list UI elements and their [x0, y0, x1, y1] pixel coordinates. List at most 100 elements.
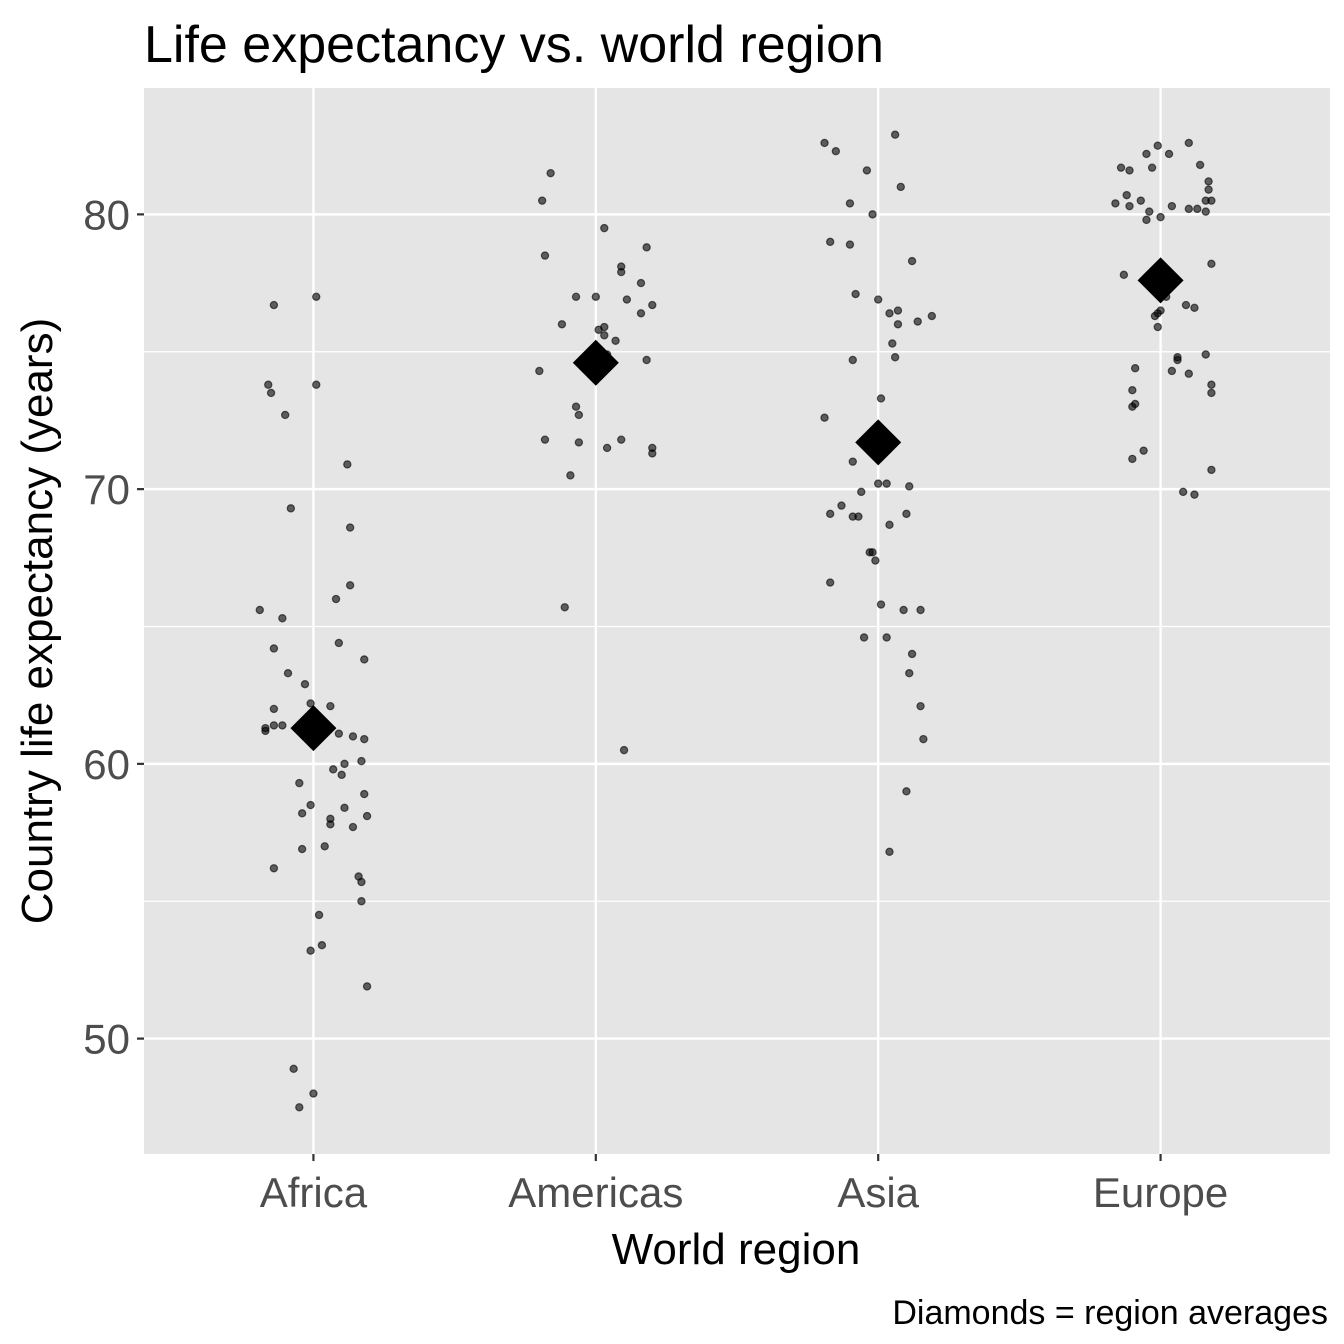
- data-point-europe: [1201, 350, 1210, 359]
- data-point-asia: [893, 306, 903, 315]
- data-point-africa: [269, 300, 279, 310]
- data-point-europe: [1207, 388, 1216, 398]
- data-point-americas: [619, 745, 629, 755]
- data-point-africa: [306, 699, 315, 708]
- data-point-africa: [297, 809, 307, 818]
- data-point-africa: [360, 734, 369, 744]
- data-point-europe: [1136, 196, 1146, 205]
- data-point-africa: [269, 721, 279, 730]
- data-point-asia: [905, 482, 914, 491]
- data-points: [255, 130, 1216, 1112]
- data-point-europe: [1130, 364, 1140, 373]
- data-point-asia: [848, 355, 857, 365]
- data-point-asia: [854, 512, 863, 521]
- data-point-asia: [868, 548, 877, 557]
- data-point-africa: [317, 940, 327, 950]
- data-point-africa: [337, 770, 346, 780]
- data-point-europe: [1142, 149, 1151, 159]
- x-tick-label: Asia: [837, 1169, 919, 1216]
- data-point-americas: [571, 402, 581, 411]
- x-tick-label: Africa: [260, 1169, 368, 1216]
- y-tick-label: 80: [83, 191, 130, 238]
- data-point-asia: [845, 240, 855, 249]
- data-point-africa: [357, 897, 366, 906]
- data-point-europe: [1204, 185, 1213, 194]
- data-point-africa: [300, 679, 310, 689]
- data-point-europe: [1204, 177, 1213, 186]
- data-point-americas: [622, 295, 632, 304]
- data-point-africa: [278, 614, 287, 623]
- data-point-africa: [306, 800, 315, 810]
- minor-gridlines: [144, 351, 1330, 902]
- data-point-europe: [1153, 322, 1162, 332]
- data-point-africa: [326, 701, 335, 711]
- data-point-europe: [1184, 369, 1194, 378]
- data-point-europe: [1207, 380, 1216, 389]
- data-point-americas: [557, 320, 567, 329]
- data-point-europe: [1181, 300, 1191, 310]
- data-point-europe: [1207, 196, 1216, 205]
- data-point-africa: [283, 669, 293, 678]
- data-point-africa: [326, 820, 335, 829]
- data-point-americas: [560, 603, 569, 612]
- data-point-africa: [357, 877, 366, 887]
- data-point-americas: [636, 278, 646, 288]
- data-point-asia: [820, 413, 829, 422]
- data-point-asia: [857, 487, 866, 497]
- data-point-americas: [566, 471, 575, 480]
- data-point-europe: [1156, 212, 1165, 222]
- caption: Diamonds = region averages: [892, 1294, 1328, 1332]
- data-point-africa: [312, 380, 321, 389]
- data-point-europe: [1139, 446, 1148, 455]
- data-point-africa: [348, 822, 358, 832]
- data-point-europe: [1167, 201, 1177, 211]
- data-point-africa: [297, 844, 307, 854]
- data-point-africa: [362, 982, 372, 991]
- data-point-americas: [642, 355, 651, 365]
- data-point-asia: [927, 311, 937, 321]
- data-point-africa: [266, 388, 276, 398]
- data-point-americas: [574, 438, 584, 447]
- data-point-europe: [1128, 386, 1137, 395]
- y-axis: 50 60 70 80: [83, 191, 144, 1063]
- data-point-asia: [913, 317, 922, 326]
- data-point-africa: [269, 864, 279, 873]
- data-point-europe: [1111, 199, 1120, 208]
- data-point-asia: [845, 199, 855, 208]
- data-point-africa: [312, 292, 321, 302]
- data-point-asia: [876, 394, 886, 403]
- data-point-asia: [825, 237, 835, 247]
- data-point-asia: [837, 501, 846, 510]
- data-point-europe: [1178, 487, 1188, 497]
- data-point-africa: [314, 910, 324, 920]
- data-point-asia: [859, 633, 869, 642]
- data-point-americas: [537, 196, 547, 205]
- data-point-africa: [334, 638, 344, 648]
- data-point-americas: [636, 309, 646, 318]
- data-point-asia: [820, 138, 829, 148]
- data-point-europe: [1130, 399, 1140, 409]
- data-point-africa: [345, 523, 355, 532]
- data-point-asia: [907, 649, 917, 659]
- data-point-asia: [899, 605, 908, 615]
- data-point-europe: [1193, 204, 1202, 214]
- data-point-africa: [360, 789, 369, 799]
- data-point-africa: [343, 460, 352, 469]
- data-point-asia: [882, 633, 891, 642]
- data-point-europe: [1125, 166, 1134, 175]
- data-point-europe: [1128, 454, 1137, 464]
- x-axis-title: World region: [612, 1225, 861, 1274]
- data-point-europe: [1125, 201, 1134, 211]
- data-point-africa: [289, 1064, 298, 1074]
- mean-diamond-americas: [572, 339, 619, 386]
- data-point-asia: [885, 309, 894, 318]
- data-point-africa: [278, 721, 287, 730]
- data-point-asia: [871, 556, 880, 565]
- chart-title: Life expectancy vs. world region: [144, 16, 884, 74]
- data-point-africa: [357, 756, 366, 766]
- data-point-europe: [1195, 160, 1205, 170]
- data-point-asia: [825, 578, 835, 587]
- data-point-americas: [540, 435, 550, 444]
- data-point-asia: [851, 289, 860, 299]
- data-point-americas: [602, 443, 612, 453]
